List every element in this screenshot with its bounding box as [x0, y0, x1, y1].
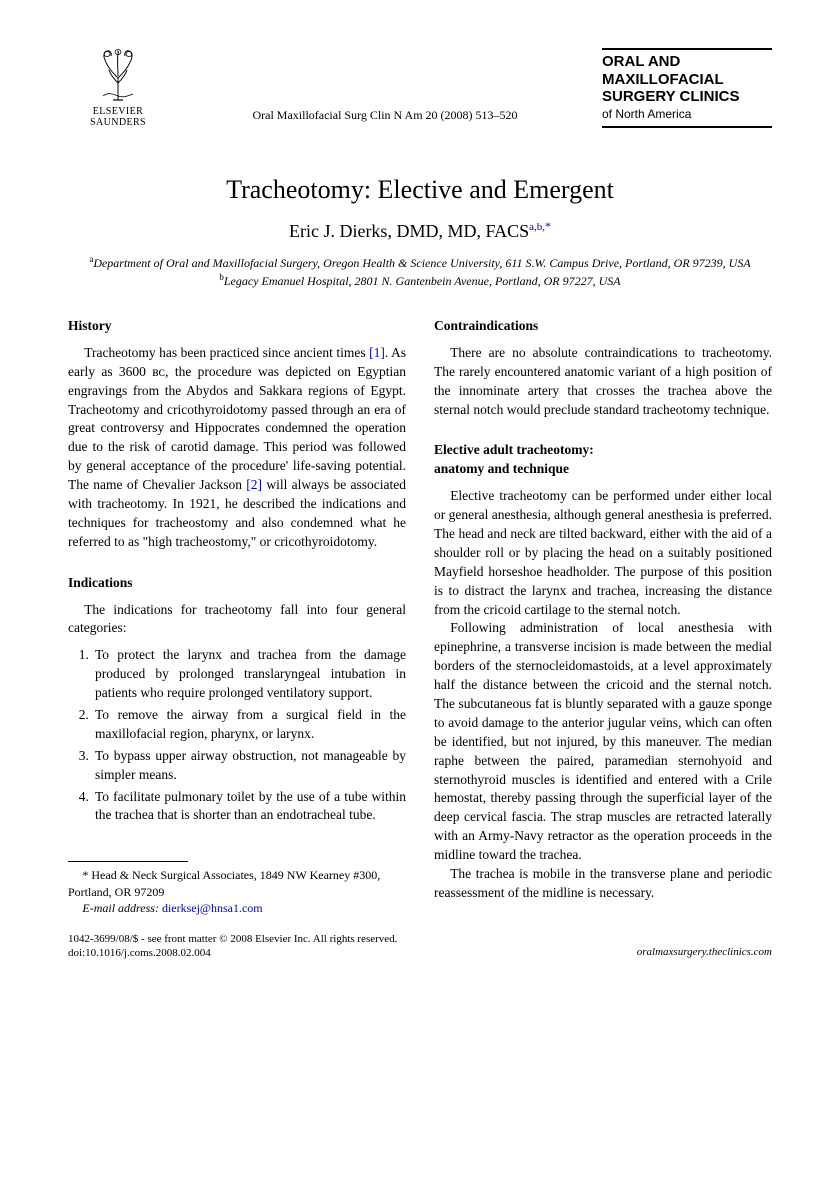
- heading-history: History: [68, 317, 406, 336]
- page-footer: 1042-3699/08/$ - see front matter © 2008…: [68, 932, 772, 961]
- journal-title-block: ORAL AND MAXILLOFACIAL SURGERY CLINICS o…: [602, 48, 772, 128]
- list-item: To bypass upper airway obstruction, not …: [92, 747, 406, 785]
- elective-p1: Elective tracheotomy can be performed un…: [434, 487, 772, 619]
- corresponding-star-icon: *: [545, 219, 551, 233]
- elective-p2: Following administration of local anesth…: [434, 619, 772, 865]
- doi-line: doi:10.1016/j.coms.2008.02.004: [68, 947, 211, 959]
- elective-p3: The trachea is mobile in the transverse …: [434, 865, 772, 903]
- author-name: Eric J. Dierks, DMD, MD, FACS: [289, 221, 529, 241]
- affiliations: aDepartment of Oral and Maxillofacial Su…: [68, 253, 772, 289]
- author-affil-sup: a,b,: [529, 221, 545, 233]
- citation-link-2[interactable]: [2]: [246, 477, 262, 492]
- email-line: E-mail address: dierksej@hnsa1.com: [68, 900, 406, 916]
- indications-intro: The indications for tracheotomy fall int…: [68, 601, 406, 639]
- list-item: To facilitate pulmonary toilet by the us…: [92, 788, 406, 826]
- body-columns: History Tracheotomy has been practiced s…: [68, 317, 772, 916]
- heading-elective: Elective adult tracheotomy: anatomy and …: [434, 441, 772, 479]
- email-link[interactable]: dierksej@hnsa1.com: [162, 901, 263, 915]
- affiliation-b: Legacy Emanuel Hospital, 2801 N. Gantenb…: [224, 274, 621, 288]
- footer-url[interactable]: oralmaxsurgery.theclinics.com: [637, 945, 772, 960]
- journal-subtitle: of North America: [602, 106, 772, 123]
- right-column: Contraindications There are no absolute …: [434, 317, 772, 916]
- article-title: Tracheotomy: Elective and Emergent: [68, 172, 772, 208]
- author-line: Eric J. Dierks, DMD, MD, FACSa,b,*: [68, 218, 772, 244]
- publisher-name: ELSEVIER SAUNDERS: [90, 106, 146, 128]
- citation-link-1[interactable]: [1]: [369, 345, 385, 360]
- history-paragraph: Tracheotomy has been practiced since anc…: [68, 344, 406, 552]
- heading-indications: Indications: [68, 574, 406, 593]
- footnote-rule: [68, 861, 188, 862]
- page-header: ELSEVIER SAUNDERS Oral Maxillofacial Sur…: [68, 48, 772, 128]
- copyright-line: 1042-3699/08/$ - see front matter © 2008…: [68, 933, 397, 945]
- indications-list: To protect the larynx and trachea from t…: [68, 646, 406, 825]
- corresponding-address: * Head & Neck Surgical Associates, 1849 …: [68, 867, 406, 899]
- contraindications-paragraph: There are no absolute contraindications …: [434, 344, 772, 420]
- list-item: To protect the larynx and trachea from t…: [92, 646, 406, 703]
- list-item: To remove the airway from a surgical fie…: [92, 706, 406, 744]
- journal-title: ORAL AND MAXILLOFACIAL SURGERY CLINICS: [602, 53, 772, 105]
- left-column: History Tracheotomy has been practiced s…: [68, 317, 406, 916]
- affiliation-a: Department of Oral and Maxillofacial Sur…: [93, 256, 750, 270]
- heading-contraindications: Contraindications: [434, 317, 772, 336]
- publisher-logo-block: ELSEVIER SAUNDERS: [68, 48, 168, 128]
- footnote-block: * Head & Neck Surgical Associates, 1849 …: [68, 867, 406, 916]
- journal-reference: Oral Maxillofacial Surg Clin N Am 20 (20…: [178, 107, 592, 124]
- email-label: E-mail address:: [82, 901, 159, 915]
- elsevier-tree-icon: [93, 48, 143, 102]
- footer-left: 1042-3699/08/$ - see front matter © 2008…: [68, 932, 397, 961]
